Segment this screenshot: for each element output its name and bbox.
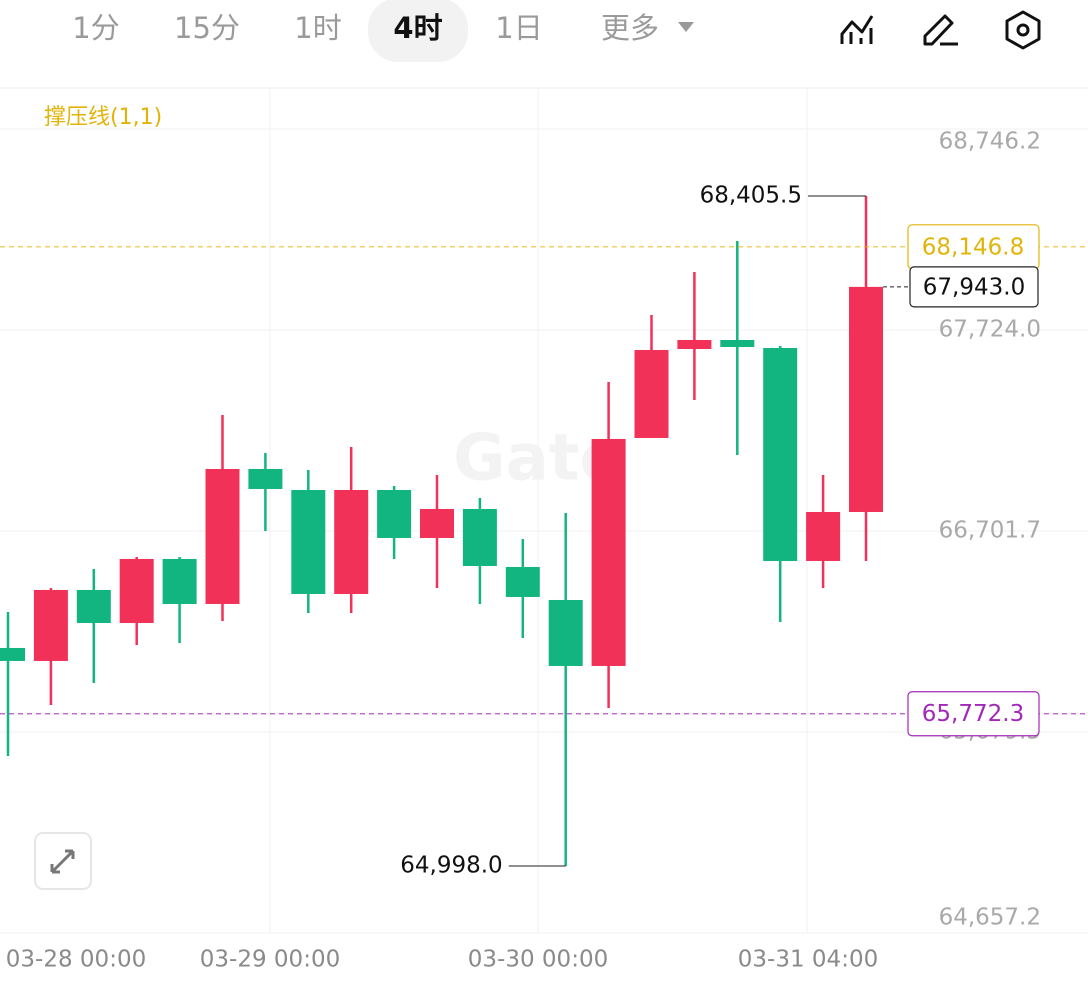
last-price-box — [909, 266, 1039, 308]
candle-body — [377, 489, 412, 538]
dropdown-arrow — [678, 22, 694, 32]
candle-body — [720, 339, 755, 347]
candle-body — [248, 468, 283, 489]
y-tick-label: 64,657.2 — [939, 905, 1041, 931]
support-box — [907, 691, 1040, 737]
last-price-label: 67,943.0 — [923, 274, 1025, 300]
support-label: 65,772.3 — [922, 701, 1024, 727]
candle-body — [334, 489, 369, 594]
tab[interactable]: 1分 — [72, 11, 119, 45]
candle-body — [634, 349, 669, 438]
x-tick-label: 03-29 00:00 — [200, 947, 340, 973]
toolbar-icons — [840, 10, 1041, 50]
low-label: 64,998.0 — [400, 852, 502, 878]
x-tick-label: 03-31 04:00 — [738, 947, 878, 973]
candle-body — [806, 511, 841, 561]
tab[interactable]: 15分 — [174, 11, 240, 45]
candle-body — [591, 438, 626, 666]
candle-body — [33, 589, 68, 661]
candle-body — [763, 347, 798, 561]
y-tick-label: 67,724.0 — [939, 316, 1041, 342]
candle-body — [548, 599, 583, 666]
candle-body — [119, 558, 154, 623]
candle-body — [205, 468, 240, 604]
x-tick-label: 03-28 00:00 — [6, 947, 146, 973]
draw-icon[interactable] — [923, 14, 958, 46]
candle-body — [849, 286, 883, 512]
indicator-label: 撑压线(1,1) — [44, 105, 162, 130]
y-tick-label: 66,701.7 — [939, 517, 1041, 543]
settings-icon[interactable] — [1005, 10, 1041, 50]
tab[interactable]: 1时 — [294, 11, 341, 45]
x-tick-label: 03-30 00:00 — [468, 947, 608, 973]
v-grid — [269, 88, 808, 933]
candle-body — [462, 508, 497, 566]
y-tick-label: 68,746.2 — [939, 129, 1041, 155]
candle-body — [420, 508, 454, 538]
candle-body — [505, 566, 540, 597]
candle-body — [677, 339, 712, 349]
candle-body — [76, 589, 111, 623]
tab[interactable]: 4时 — [393, 11, 442, 45]
candle-body — [0, 647, 25, 661]
indicator-icon[interactable] — [840, 15, 874, 44]
expand-button[interactable] — [34, 832, 92, 890]
tab[interactable]: 更多 — [601, 11, 659, 45]
tab-highlight — [368, 0, 468, 62]
candle-body — [291, 489, 326, 594]
resistance-label: 68,146.8 — [922, 234, 1024, 260]
high-label: 68,405.5 — [700, 182, 802, 208]
tab[interactable]: 1日 — [495, 11, 542, 45]
candle-body — [162, 558, 197, 604]
